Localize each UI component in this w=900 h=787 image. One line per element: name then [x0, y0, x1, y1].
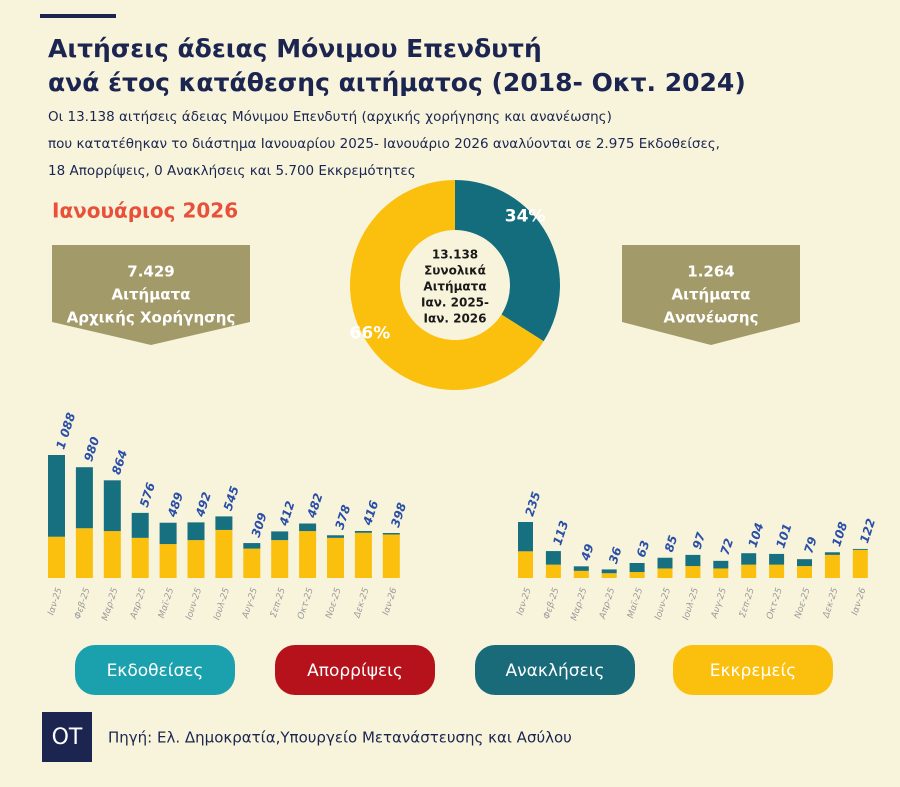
bar-segment [797, 566, 812, 578]
box-text: 7.429 [127, 263, 174, 281]
subtitle: Οι 13.138 αιτήσεις άδειας Μόνιμου Επενδυ… [48, 109, 612, 125]
bar-segment [769, 553, 785, 565]
legend-label: Εκκρεμείς [710, 661, 797, 681]
total-label: 72 [718, 537, 736, 557]
bar-segment [573, 570, 589, 578]
title: ανά έτος κατάθεσης αιτήματος (2018- Οκτ.… [48, 68, 746, 97]
total-label: 97 [690, 530, 709, 551]
logo [42, 712, 92, 762]
slice-label: 66% [350, 324, 391, 344]
box [622, 245, 800, 345]
donut-slice [350, 180, 544, 391]
bar-segment [657, 568, 673, 578]
bar-segment [327, 537, 344, 578]
bar-segment [327, 535, 344, 538]
bar-segment [769, 564, 785, 578]
bar-segment [354, 532, 372, 578]
center-text: Συνολικά [424, 264, 486, 278]
bar-segment [382, 534, 400, 578]
bar-segment [713, 568, 729, 578]
bar-segment [601, 573, 617, 578]
legend-label: Απορρίψεις [307, 661, 403, 681]
title: Αιτήσεις άδειας Μόνιμου Επενδυτή [48, 34, 542, 63]
bar-segment [131, 537, 149, 578]
donut-slice [455, 180, 560, 342]
total-label: 36 [606, 545, 624, 565]
legend-swatch [75, 645, 235, 695]
bar-segment [75, 528, 93, 578]
bar-segment [518, 522, 533, 552]
center-text: Ιαν. 2026 [423, 312, 486, 326]
bar-segment [299, 531, 317, 578]
bar-segment [299, 523, 317, 532]
bar-segment [824, 552, 840, 555]
box-text: Αιτήματα [672, 286, 751, 304]
bar-segment [545, 564, 561, 578]
bar-segment [48, 455, 65, 537]
bar-segment [629, 572, 645, 578]
legend-label: Ανακλήσεις [506, 661, 605, 681]
bar-segment [187, 540, 205, 578]
total-label: 79 [801, 535, 819, 555]
bar-segment [824, 554, 840, 578]
bar-segment [382, 533, 400, 535]
legend-label: Εκδοθείσες [107, 661, 204, 681]
bar-segment [601, 569, 617, 574]
bar-segment [271, 531, 289, 541]
bar-segment [354, 530, 372, 533]
total-label: 63 [634, 539, 652, 559]
bar-segment [75, 467, 93, 529]
bar-segment [545, 551, 561, 565]
logo-text: OT [52, 725, 83, 750]
total-label: 85 [662, 534, 680, 554]
bar-segment [741, 553, 757, 565]
bar-segment [685, 554, 701, 567]
legend-swatch [475, 645, 635, 695]
accent-bar [40, 14, 116, 18]
total-label: 49 [578, 542, 597, 563]
bar-segment [215, 516, 233, 530]
legend-swatch [275, 645, 435, 695]
bar-segment [657, 557, 673, 569]
bar-segment [685, 566, 701, 578]
bar-segment [159, 544, 177, 578]
bar-segment [159, 522, 177, 545]
bar-segment [713, 560, 729, 569]
bar-segment [741, 564, 757, 578]
center-text: 13.138 [432, 248, 478, 262]
center-text: Ιαν. 2025- [421, 296, 489, 310]
subtitle: που κατατέθηκαν το διάστημα Ιανουαρίου 2… [48, 136, 720, 152]
box-text: 1.264 [687, 263, 734, 281]
bar-segment [215, 529, 233, 578]
subtitle: 18 Απορρίψεις, 0 Ανακλήσεις και 5.700 Εκ… [48, 163, 416, 179]
legend-swatch [673, 645, 833, 695]
bar-segment [852, 549, 868, 578]
bar-segment [48, 536, 65, 578]
bar-segment [243, 543, 261, 549]
source: Πηγή: Ελ. Δημοκρατία,Υπουργείο Μετανάστε… [108, 729, 572, 747]
center-text: Αιτήματα [423, 280, 486, 294]
box-text: Αρχικής Χορήγησης [67, 309, 236, 327]
bar-segment [629, 562, 645, 573]
bar-segment [852, 548, 868, 550]
box-text: Αιτήματα [112, 286, 191, 304]
slice-label: 34% [505, 206, 546, 226]
bar-segment [103, 480, 121, 532]
bar-segment [797, 559, 812, 567]
box-text: Ανανέωσης [664, 309, 759, 327]
bar-segment [187, 522, 205, 541]
bar-segment [518, 551, 533, 578]
period: Ιανουάριος 2026 [52, 199, 238, 223]
bar-segment [271, 540, 289, 578]
box [52, 245, 250, 345]
bar-segment [573, 566, 589, 571]
bar-segment [243, 548, 261, 578]
bar-segment [103, 531, 121, 578]
bar-segment [131, 512, 149, 538]
